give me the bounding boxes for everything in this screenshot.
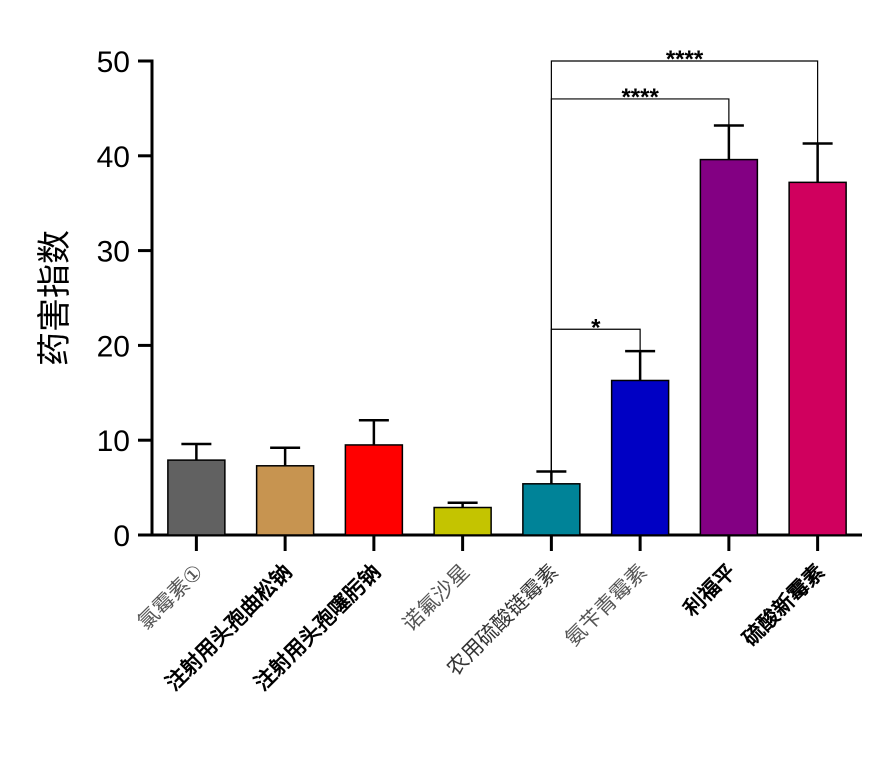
bar — [522, 483, 581, 536]
bar — [433, 506, 492, 536]
bar — [610, 379, 670, 536]
y-axis-title: 药害指数 — [35, 230, 75, 366]
bar — [344, 444, 404, 536]
bar — [255, 465, 315, 536]
significance-label: **** — [621, 84, 659, 111]
bar — [167, 459, 226, 536]
y-tick-label: 40 — [97, 141, 130, 174]
category-label: 硫酸新霉素 — [738, 560, 829, 651]
y-tick-label: 0 — [113, 520, 130, 553]
significance-bracket — [550, 60, 819, 472]
y-ticks: 0 10 20 30 40 50 — [97, 46, 152, 553]
significance-brackets: ********* — [550, 46, 819, 472]
category-label: 氨苄青霉素 — [560, 560, 651, 651]
category-label: 氯霉素① — [133, 560, 208, 635]
bar — [788, 181, 847, 536]
y-tick-label: 20 — [97, 330, 130, 363]
category-label: 利福平 — [679, 560, 741, 622]
y-tick-label: 30 — [97, 236, 130, 269]
significance-label: * — [591, 314, 601, 341]
bar — [699, 158, 759, 536]
significance-label: **** — [666, 46, 704, 73]
category-label: 诺氟沙星 — [398, 560, 474, 636]
bars — [167, 124, 847, 551]
y-tick-label: 10 — [97, 425, 130, 458]
y-tick-label: 50 — [97, 46, 130, 79]
